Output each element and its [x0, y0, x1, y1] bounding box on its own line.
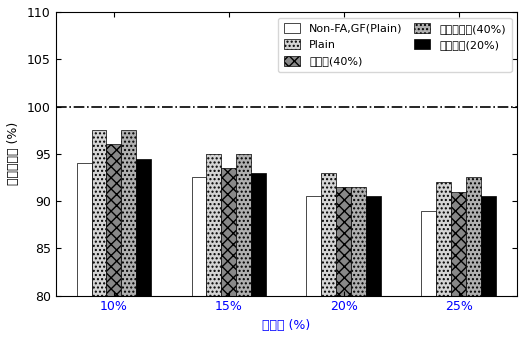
Bar [192, 177, 206, 339]
Bar [466, 177, 481, 339]
Bar [92, 130, 106, 339]
Y-axis label: 압축강도비 (%): 압축강도비 (%) [7, 122, 20, 185]
Bar [122, 130, 136, 339]
Bar [366, 196, 381, 339]
Bar [321, 173, 336, 339]
Bar [236, 154, 252, 339]
Bar [222, 168, 236, 339]
Bar [436, 182, 451, 339]
Bar [252, 173, 266, 339]
Bar [77, 163, 92, 339]
Bar [336, 187, 351, 339]
Bar [481, 196, 496, 339]
Bar [451, 192, 466, 339]
X-axis label: 공극률 (%): 공극률 (%) [262, 319, 310, 332]
Bar [307, 196, 321, 339]
Bar [351, 187, 366, 339]
Legend: Non-FA,GF(Plain), Plain, 석탄재(40%), 철강슬래그(40%), 재생골재(20%): Non-FA,GF(Plain), Plain, 석탄재(40%), 철강슬래그… [278, 18, 511, 72]
Bar [136, 159, 151, 339]
Bar [106, 144, 122, 339]
Bar [421, 211, 436, 339]
Bar [206, 154, 222, 339]
